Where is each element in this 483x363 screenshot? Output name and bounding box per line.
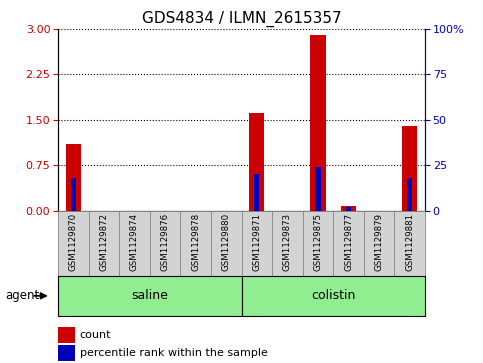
FancyBboxPatch shape <box>242 211 272 276</box>
Text: GSM1129875: GSM1129875 <box>313 213 323 271</box>
Text: GSM1129881: GSM1129881 <box>405 213 414 271</box>
Bar <box>66 144 81 211</box>
Bar <box>311 35 326 211</box>
Text: GSM1129877: GSM1129877 <box>344 213 353 271</box>
Text: GSM1129873: GSM1129873 <box>283 213 292 271</box>
Text: agent: agent <box>5 289 39 302</box>
FancyBboxPatch shape <box>180 211 211 276</box>
FancyBboxPatch shape <box>119 211 150 276</box>
Bar <box>402 126 417 211</box>
Bar <box>71 178 76 211</box>
FancyBboxPatch shape <box>58 211 88 276</box>
FancyBboxPatch shape <box>395 211 425 276</box>
Bar <box>315 167 321 211</box>
Text: GSM1129870: GSM1129870 <box>69 213 78 271</box>
Text: GSM1129871: GSM1129871 <box>252 213 261 271</box>
Text: GSM1129878: GSM1129878 <box>191 213 200 271</box>
Bar <box>341 206 356 211</box>
Text: colistin: colistin <box>311 289 355 302</box>
Text: GSM1129876: GSM1129876 <box>160 213 170 271</box>
Text: GSM1129880: GSM1129880 <box>222 213 231 271</box>
Text: GSM1129879: GSM1129879 <box>375 213 384 271</box>
Text: GSM1129874: GSM1129874 <box>130 213 139 271</box>
Bar <box>249 113 265 211</box>
FancyBboxPatch shape <box>272 211 303 276</box>
FancyBboxPatch shape <box>303 211 333 276</box>
FancyBboxPatch shape <box>242 276 425 316</box>
Text: count: count <box>80 330 111 340</box>
Bar <box>346 207 351 211</box>
Bar <box>407 178 412 211</box>
Text: percentile rank within the sample: percentile rank within the sample <box>80 348 268 358</box>
FancyBboxPatch shape <box>333 211 364 276</box>
FancyBboxPatch shape <box>58 276 242 316</box>
Text: saline: saline <box>131 289 168 302</box>
FancyBboxPatch shape <box>88 211 119 276</box>
Bar <box>254 174 259 211</box>
FancyBboxPatch shape <box>150 211 180 276</box>
Text: GSM1129872: GSM1129872 <box>99 213 108 271</box>
Text: GDS4834 / ILMN_2615357: GDS4834 / ILMN_2615357 <box>142 11 341 27</box>
FancyBboxPatch shape <box>364 211 395 276</box>
FancyBboxPatch shape <box>211 211 242 276</box>
